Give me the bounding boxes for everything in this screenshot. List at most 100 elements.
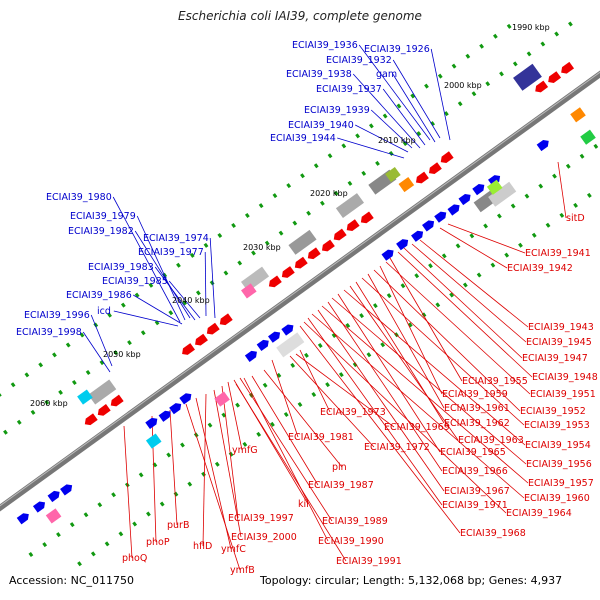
leader-line: [382, 88, 426, 146]
reverse-gene-label: ECIAI39_1966: [442, 466, 508, 477]
reverse-gene-label: ECIAI39_1955: [462, 376, 528, 387]
tick-dot: [317, 342, 323, 348]
tick-dot: [195, 290, 201, 296]
tick-dot: [437, 73, 443, 79]
reverse-gene-label: ymfB: [230, 565, 255, 576]
tick-dot: [469, 233, 475, 239]
leader-line: [82, 331, 111, 373]
tick-dot: [311, 392, 317, 398]
tick-dot: [382, 113, 388, 119]
leader-line: [419, 239, 529, 328]
reverse-gene-label: ECIAI39_1987: [308, 480, 374, 491]
leader-line: [337, 137, 405, 159]
tick-dot: [201, 471, 206, 477]
leader-line: [132, 294, 183, 325]
forward-gene-label: ECIAI39_1926: [364, 44, 430, 55]
reverse-gene-label: ECIAI39_1963: [458, 435, 524, 446]
tick-dot: [138, 472, 144, 478]
forward-gene-arrow: [158, 410, 171, 422]
pseudogene-block: [288, 229, 317, 255]
tick-dot: [97, 502, 103, 508]
tick-dot: [148, 282, 154, 288]
tick-dot: [79, 332, 85, 338]
pseudogene-block: [240, 266, 270, 292]
forward-gene-arrow: [422, 220, 435, 232]
forward-gene-label: ECIAI39_1936: [292, 40, 358, 51]
misc-feature-block: [398, 176, 415, 193]
tick-dot: [52, 352, 57, 358]
reverse-gene-label: ECIAI39_1959: [442, 389, 508, 400]
tick-dot: [283, 411, 289, 417]
tick-dot: [554, 31, 560, 37]
reverse-gene-label: ECIAI39_1943: [528, 322, 594, 333]
tick-dot: [221, 412, 227, 418]
tick-dot: [465, 53, 471, 59]
leader-line: [370, 109, 413, 149]
reverse-gene-label: ECIAI39_1941: [525, 248, 591, 259]
tick-dot: [407, 322, 413, 328]
reverse-gene-label: ECIAI39_1947: [522, 353, 588, 364]
tick-dot: [132, 521, 138, 527]
leader-line: [337, 293, 441, 453]
tick-dot: [270, 421, 275, 427]
leader-line: [299, 325, 461, 534]
tick-dot: [497, 213, 502, 219]
tick-dot: [0, 392, 2, 398]
reverse-gene-label: ECIAI39_1945: [526, 337, 592, 348]
reverse-gene-label: ECIAI39_1962: [444, 418, 510, 429]
tick-dot: [449, 292, 454, 298]
tick-dot: [83, 512, 89, 518]
tick-dot: [518, 242, 523, 248]
leader-line: [185, 403, 241, 571]
pseudogene-block: [335, 193, 365, 219]
forward-gene-arrow: [381, 249, 394, 261]
leader-line: [136, 215, 186, 321]
leader-line: [349, 285, 459, 441]
forward-gene-arrow: [60, 484, 73, 496]
forward-gene-arrow: [244, 350, 257, 362]
reverse-gene-label: ECIAI39_1967: [444, 486, 510, 497]
leader-line: [90, 314, 113, 367]
leader-line: [134, 230, 191, 319]
tick-dot: [313, 163, 319, 169]
misc-feature-block: [241, 283, 257, 299]
reverse-gene-label: ECIAI39_1957: [528, 478, 594, 489]
tick-dot: [526, 51, 532, 57]
forward-gene-arrow: [458, 193, 471, 206]
tick-dot: [347, 180, 353, 186]
forward-gene-arrow: [32, 501, 46, 513]
forward-gene-arrow: [488, 175, 501, 187]
forward-gene-label: ECIAI39_1986: [66, 290, 132, 301]
reverse-gene-label: ECIAI39_1968: [460, 528, 526, 539]
reverse-gene-label: ECIAI39_1952: [520, 406, 586, 417]
tick-dot: [286, 183, 292, 189]
leader-line: [235, 383, 347, 562]
tick-dot: [586, 192, 592, 198]
tick-dot: [140, 330, 146, 336]
tick-dot: [262, 382, 268, 388]
leader-line: [403, 247, 523, 359]
leader-line: [411, 243, 527, 343]
leader-line: [373, 269, 521, 412]
reverse-gene-label: ECIAI39_1969: [384, 422, 450, 433]
reverse-gene-label: ymfC: [221, 544, 246, 555]
tick-dot: [540, 41, 546, 47]
tick-dot: [65, 342, 71, 348]
leader-line: [123, 425, 133, 559]
tick-dot: [16, 419, 22, 425]
tick-dot: [272, 193, 278, 199]
tick-dot: [3, 429, 8, 435]
tick-dot: [231, 222, 236, 228]
tick-dot: [506, 23, 512, 29]
reverse-gene-arrow: [428, 162, 442, 175]
tick-dot: [325, 382, 330, 388]
forward-gene-label: ECIAI39_1937: [316, 84, 382, 95]
forward-gene-arrow: [447, 204, 460, 216]
tick-dot: [30, 409, 36, 415]
scale-label: 2060 kbp: [30, 399, 68, 408]
gene-features: [16, 61, 596, 525]
leader-line: [168, 280, 201, 319]
tick-dot: [490, 262, 496, 268]
tick-dot: [71, 379, 77, 385]
reverse-gene-label: hflD: [193, 541, 212, 552]
